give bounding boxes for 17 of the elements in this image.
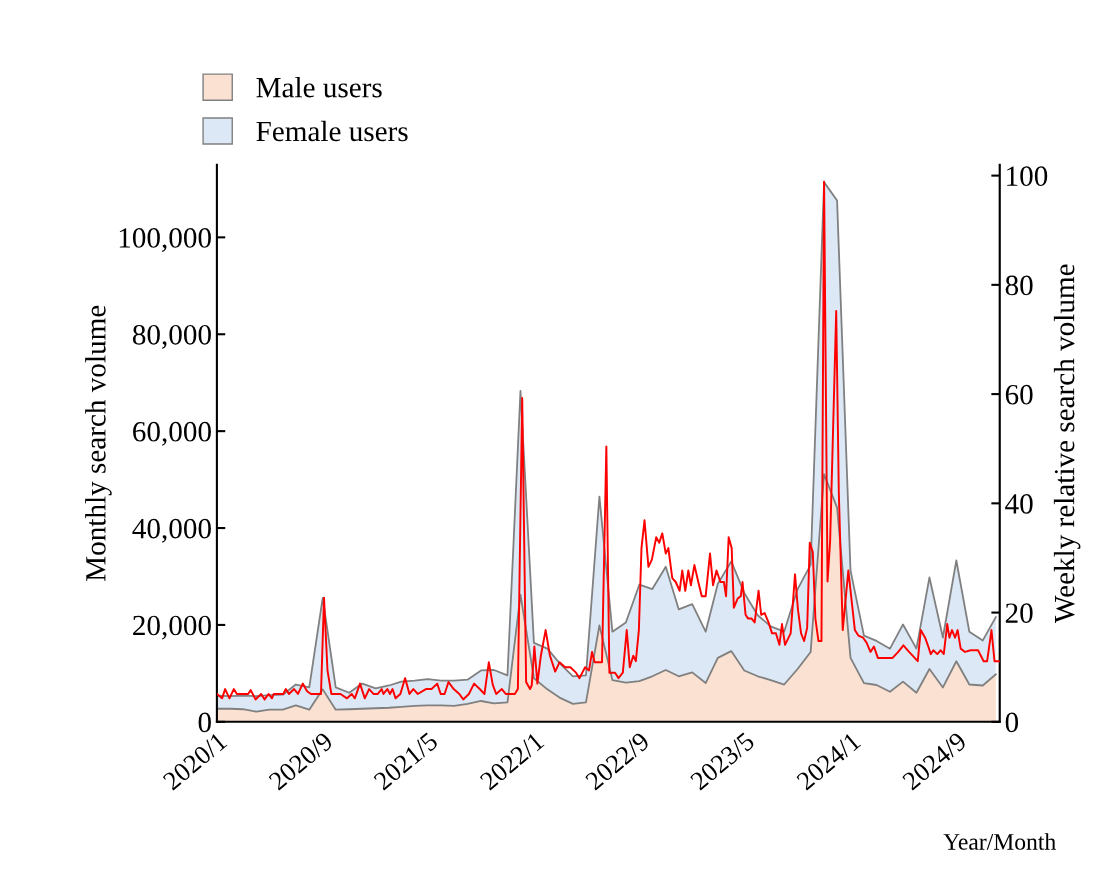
y2-tick-label: 0 — [1005, 712, 1019, 733]
y-tick-label: 80,000 — [132, 324, 211, 349]
y-tick-label: 0 — [198, 712, 211, 733]
y-axis-title: Monthly search volume — [85, 305, 112, 581]
y-tick-label: 40,000 — [132, 518, 211, 543]
x-axis-title: Year/Month — [943, 833, 1056, 850]
y2-axis-title: Weekly relative search volume — [1053, 264, 1081, 624]
legend-label: Female users — [256, 120, 408, 142]
y2-tick-label: 60 — [1005, 384, 1033, 405]
y2-tick-label: 80 — [1005, 275, 1033, 296]
y-tick-label: 20,000 — [133, 615, 211, 640]
y2-tick-label: 20 — [1005, 603, 1033, 623]
y2-tick-label: 40 — [1005, 494, 1033, 514]
y-tick-label: 100,000 — [119, 228, 211, 252]
y-tick-label: 60,000 — [133, 421, 211, 446]
y2-tick-label: 100 — [1007, 166, 1048, 187]
legend-label: Male users — [256, 76, 382, 98]
